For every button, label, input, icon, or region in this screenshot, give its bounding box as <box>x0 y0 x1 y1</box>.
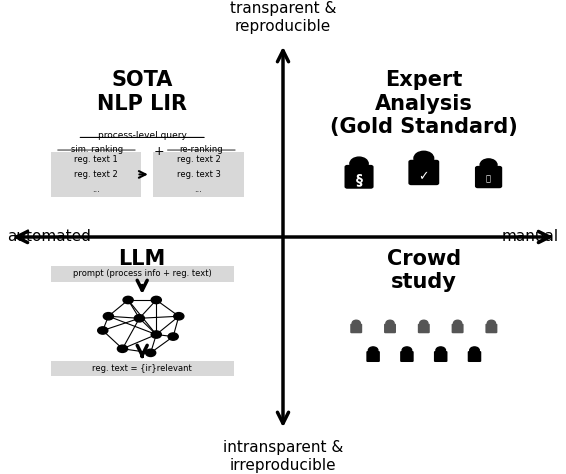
FancyBboxPatch shape <box>409 160 439 185</box>
Text: ✓: ✓ <box>418 171 429 183</box>
Text: re-ranking: re-ranking <box>179 145 223 154</box>
Circle shape <box>174 312 184 320</box>
Text: §: § <box>355 172 363 186</box>
Circle shape <box>123 296 133 304</box>
Circle shape <box>350 157 368 170</box>
Circle shape <box>168 333 178 340</box>
Text: manual: manual <box>502 229 559 245</box>
Circle shape <box>414 151 434 165</box>
Circle shape <box>98 327 108 334</box>
Circle shape <box>386 320 394 326</box>
Text: LLM: LLM <box>118 249 166 269</box>
Circle shape <box>117 345 127 353</box>
Text: Crowd
study: Crowd study <box>387 249 461 292</box>
FancyBboxPatch shape <box>366 351 380 362</box>
Circle shape <box>480 159 497 171</box>
Text: sim. ranking: sim. ranking <box>71 145 123 154</box>
Text: reg. text 3: reg. text 3 <box>177 170 220 179</box>
Circle shape <box>420 320 428 326</box>
Circle shape <box>104 312 113 320</box>
FancyBboxPatch shape <box>400 351 414 362</box>
FancyBboxPatch shape <box>418 324 430 333</box>
Text: ⬜: ⬜ <box>486 174 491 183</box>
Text: automated: automated <box>7 229 91 245</box>
FancyBboxPatch shape <box>153 182 243 197</box>
Circle shape <box>134 315 144 322</box>
Text: reg. text 2: reg. text 2 <box>177 155 220 164</box>
FancyBboxPatch shape <box>51 266 234 282</box>
Text: process-level query: process-level query <box>98 131 187 140</box>
Circle shape <box>487 320 495 326</box>
Circle shape <box>151 296 161 304</box>
Text: prompt (process info + reg. text): prompt (process info + reg. text) <box>73 270 212 279</box>
Circle shape <box>145 349 156 356</box>
FancyBboxPatch shape <box>384 324 396 333</box>
FancyBboxPatch shape <box>452 324 464 333</box>
Circle shape <box>352 320 361 326</box>
Circle shape <box>453 320 462 326</box>
FancyBboxPatch shape <box>153 167 243 182</box>
Circle shape <box>470 347 479 354</box>
FancyBboxPatch shape <box>475 166 502 188</box>
FancyBboxPatch shape <box>345 165 374 189</box>
FancyBboxPatch shape <box>486 324 498 333</box>
Circle shape <box>436 347 445 354</box>
FancyBboxPatch shape <box>51 167 141 182</box>
Text: ...: ... <box>92 185 100 194</box>
FancyBboxPatch shape <box>51 152 141 167</box>
Text: SOTA
NLP LIR: SOTA NLP LIR <box>97 70 187 114</box>
Text: transparent &
reproducible: transparent & reproducible <box>230 1 336 34</box>
Text: reg. text 1: reg. text 1 <box>74 155 118 164</box>
Text: reg. text 2: reg. text 2 <box>74 170 118 179</box>
Circle shape <box>402 347 411 354</box>
Circle shape <box>151 331 161 338</box>
FancyBboxPatch shape <box>153 152 243 167</box>
FancyBboxPatch shape <box>468 351 481 362</box>
FancyBboxPatch shape <box>51 361 234 376</box>
Text: Expert
Analysis
(Gold Standard): Expert Analysis (Gold Standard) <box>330 70 518 137</box>
FancyBboxPatch shape <box>350 324 362 333</box>
FancyBboxPatch shape <box>434 351 448 362</box>
Text: intransparent &
irreproducible: intransparent & irreproducible <box>223 440 343 473</box>
Circle shape <box>368 347 378 354</box>
Text: +: + <box>154 145 164 157</box>
FancyBboxPatch shape <box>51 182 141 197</box>
Text: reg. text = {ir}relevant: reg. text = {ir}relevant <box>92 364 192 373</box>
Text: ...: ... <box>195 185 203 194</box>
